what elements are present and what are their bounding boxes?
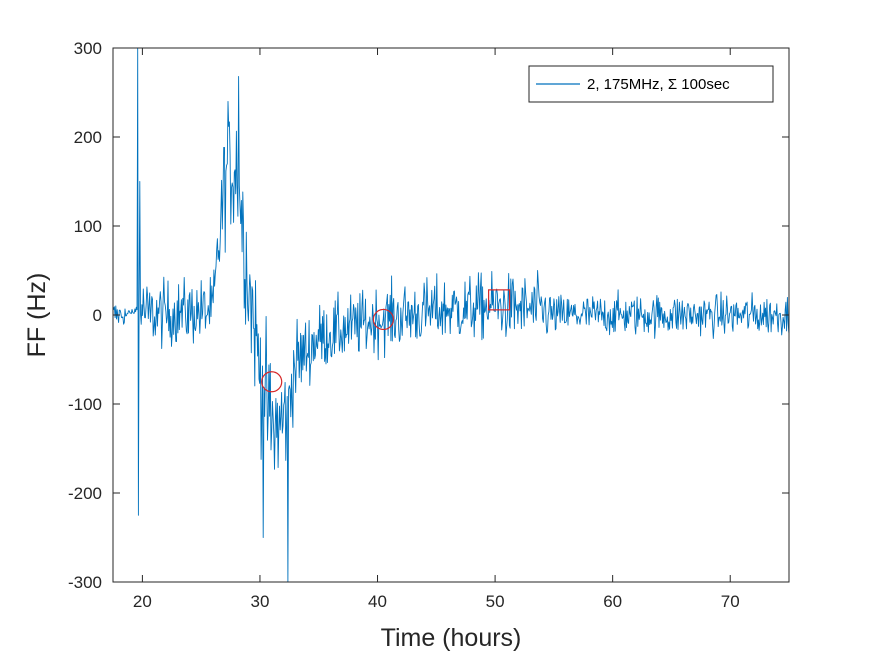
- y-tick-label: 300: [74, 39, 102, 58]
- x-tick-label: 50: [486, 592, 505, 611]
- x-tick-label: 60: [603, 592, 622, 611]
- annotation-square: [488, 289, 511, 311]
- series-line: [113, 48, 789, 582]
- x-tick-label: 40: [368, 592, 387, 611]
- annotation-layer: [261, 289, 511, 393]
- y-tick-label: 200: [74, 128, 102, 147]
- x-tick-label: 30: [250, 592, 269, 611]
- x-tick-label: 70: [721, 592, 740, 611]
- annotation-circle: [261, 371, 283, 393]
- x-tick-label: 20: [133, 592, 152, 611]
- x-axis-label: Time (hours): [381, 624, 522, 652]
- y-axis-label: FF (Hz): [23, 273, 51, 358]
- legend-label: 2, 175MHz, Σ 100sec: [587, 76, 730, 93]
- y-tick-label: -300: [68, 573, 102, 592]
- y-tick-label: 100: [74, 217, 102, 236]
- y-tick-label: 0: [93, 306, 102, 325]
- tick-layer: 20 30 40 50 60 70 -300 -200 -100 0 100 200 300: [68, 39, 789, 611]
- series-layer: [113, 48, 789, 582]
- y-tick-label: -200: [68, 484, 102, 503]
- legend: 2, 175MHz, Σ 100sec: [528, 65, 774, 103]
- y-tick-label: -100: [68, 395, 102, 414]
- annotation-circle: [372, 308, 394, 331]
